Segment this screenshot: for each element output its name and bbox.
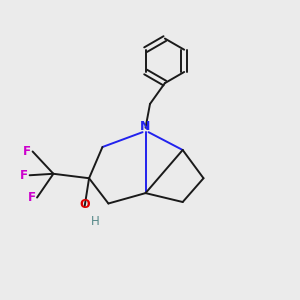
Text: N: N xyxy=(140,120,151,133)
Text: H: H xyxy=(91,215,99,228)
Text: F: F xyxy=(28,191,36,204)
Text: F: F xyxy=(20,169,28,182)
Text: F: F xyxy=(23,145,31,158)
Text: O: O xyxy=(79,199,90,212)
